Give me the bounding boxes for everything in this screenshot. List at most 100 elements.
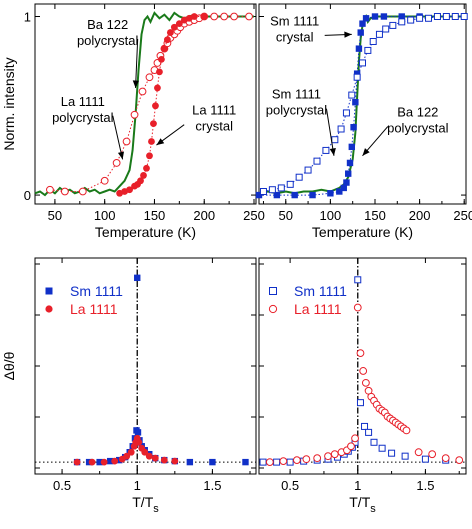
data-point	[350, 124, 356, 130]
legend-marker	[46, 288, 53, 295]
data-point	[360, 60, 366, 66]
data-point	[278, 185, 284, 191]
data-point	[101, 177, 108, 184]
data-point	[408, 17, 414, 23]
x-tick-label: 1	[134, 478, 141, 493]
data-point	[260, 459, 266, 465]
panel-d: 0.5 1 1.5 T/Ts Sm 1111 La 1111	[259, 258, 466, 515]
data-point	[123, 138, 130, 145]
data-point	[187, 459, 193, 465]
data-point	[372, 13, 378, 19]
data-point	[348, 443, 355, 450]
data-point	[131, 111, 138, 118]
legend-label: La 1111	[294, 301, 342, 317]
annotation-arrowhead	[330, 148, 336, 156]
data-point	[231, 13, 238, 20]
x-tick-label: 100	[94, 208, 116, 223]
data-point	[403, 427, 410, 434]
data-point	[246, 13, 253, 20]
x-axis-label: Temperature (K)	[95, 224, 196, 240]
data-point	[325, 453, 332, 460]
data-point	[352, 99, 358, 105]
data-point	[443, 14, 449, 20]
annotation-label: Ba 122	[397, 105, 438, 120]
data-point	[158, 56, 165, 63]
y-tick-label: 0	[24, 188, 31, 203]
data-point	[345, 170, 351, 176]
data-point	[154, 85, 161, 92]
data-point	[343, 179, 349, 185]
annotation-label: Sm 1111	[270, 13, 319, 28]
data-point	[309, 192, 315, 198]
data-point	[390, 22, 396, 28]
x-tick-label: 1.5	[203, 478, 221, 493]
data-point	[266, 459, 273, 466]
data-point	[417, 15, 423, 21]
legend-label: Sm 1111	[294, 283, 347, 299]
legend-marker	[45, 305, 52, 312]
annotation-label: crystal	[276, 29, 314, 44]
data-point	[161, 457, 168, 464]
data-point	[221, 13, 228, 20]
data-point	[47, 186, 54, 193]
data-point	[456, 457, 463, 464]
data-point	[314, 455, 321, 462]
data-point	[303, 456, 310, 463]
plot-frame	[35, 258, 256, 474]
data-point	[291, 192, 297, 198]
data-point	[61, 188, 68, 195]
data-point	[143, 165, 150, 172]
plot-frame	[259, 258, 466, 474]
annotation-label: polycrystal	[387, 121, 449, 136]
data-point	[111, 458, 118, 465]
data-point	[402, 453, 408, 459]
data-point	[293, 457, 300, 464]
panel-c: 0.5 1 1.5T/TsΔθ/θSm 1111La 1111	[1, 258, 256, 515]
data-point	[287, 459, 293, 465]
y-axis-label: Δθ/θ	[1, 351, 17, 380]
x-axis-label: Temperature (K)	[312, 224, 413, 240]
data-point	[363, 15, 369, 21]
data-point	[161, 45, 168, 52]
data-point	[429, 451, 436, 458]
x-tick-label: 1	[354, 478, 361, 493]
data-point	[349, 144, 355, 150]
annotation-label: La 1111	[61, 94, 105, 109]
data-point	[376, 31, 382, 37]
data-point	[352, 435, 359, 442]
data-point	[79, 188, 86, 195]
x-tick-label: 0.5	[53, 478, 71, 493]
data-point	[343, 110, 349, 116]
x-axis-label-main: T/T	[132, 494, 153, 510]
data-point	[305, 167, 311, 173]
data-point	[128, 449, 135, 456]
legend-marker	[269, 305, 276, 312]
data-point	[415, 449, 422, 456]
data-point	[140, 172, 147, 179]
data-point	[365, 47, 371, 53]
data-point	[370, 39, 376, 45]
data-point	[139, 88, 146, 95]
data-point	[357, 350, 364, 357]
annotation-label: polycrystal	[77, 33, 139, 48]
x-axis-label: T/Ts	[132, 494, 159, 515]
data-point	[274, 459, 280, 465]
x-tick-label: 250	[243, 208, 265, 223]
data-point	[152, 102, 159, 109]
data-point	[89, 459, 96, 466]
data-point	[242, 459, 248, 465]
data-point	[327, 190, 333, 196]
data-point	[347, 160, 353, 166]
annotation-label: polycrystal	[52, 110, 114, 125]
x-tick-label: 50	[48, 208, 62, 223]
data-point	[146, 74, 153, 81]
data-point	[355, 277, 361, 283]
data-point	[164, 36, 171, 43]
data-point	[356, 45, 362, 51]
data-point	[362, 379, 369, 386]
data-point	[383, 26, 389, 32]
data-point	[332, 137, 338, 143]
y-axis-label: Norm. intensity	[1, 57, 17, 150]
data-point	[442, 455, 449, 462]
x-tick-label: 50	[279, 208, 293, 223]
